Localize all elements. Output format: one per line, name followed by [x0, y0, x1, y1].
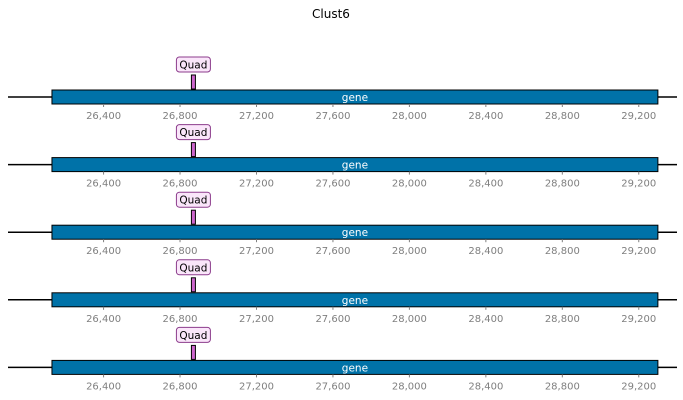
tick-label: 29,200	[621, 179, 656, 190]
tick-label: 28,800	[545, 246, 580, 257]
gene-bar	[51, 224, 659, 240]
gene-label: gene	[342, 92, 368, 104]
quad-label: Quad	[179, 195, 207, 207]
quad-feature-marker	[190, 344, 196, 360]
quad-label-box	[175, 259, 211, 276]
track-1: gene Quad 26,400 26,800 27,200 27,600 28,000 28…	[8, 56, 677, 122]
gene-label: gene	[342, 362, 368, 374]
gene-bar	[51, 157, 659, 173]
track-3: gene Quad 26,400 26,800 27,200 27,600 28,000 28…	[8, 191, 677, 257]
track-2: gene Quad 26,400 26,800 27,200 27,600 28,000 28…	[8, 124, 677, 190]
quad-label-box	[175, 326, 211, 343]
track-4: gene Quad 26,400 26,800 27,200 27,600 28,000 28…	[8, 259, 677, 325]
tick-label: 26,400	[86, 246, 121, 257]
quad-label: Quad	[179, 330, 207, 342]
quad-label: Quad	[179, 127, 207, 139]
tick-label: 27,200	[239, 381, 274, 392]
tick-label: 28,800	[545, 111, 580, 122]
tick-label: 27,200	[239, 179, 274, 190]
quad-label-box	[175, 56, 211, 73]
gene-label: gene	[342, 295, 368, 307]
tick-label: 28,800	[545, 381, 580, 392]
tick-label: 27,600	[315, 381, 350, 392]
tick-label: 28,000	[392, 246, 427, 257]
tick-label: 26,400	[86, 111, 121, 122]
quad-label: Quad	[179, 262, 207, 274]
tick-label: 27,600	[315, 246, 350, 257]
tick-label: 26,400	[86, 179, 121, 190]
gene-label: gene	[342, 227, 368, 239]
tick-label: 28,400	[468, 381, 503, 392]
tick-label: 28,000	[392, 179, 427, 190]
quad-feature-marker	[190, 74, 196, 90]
tick-label: 27,600	[315, 111, 350, 122]
tick-label: 26,400	[86, 314, 121, 325]
quad-label-box	[175, 191, 211, 208]
tracks-group: gene Quad 26,400 26,800 27,200 27,600 28,000 28…	[8, 56, 677, 392]
tick-label: 29,200	[621, 111, 656, 122]
tick-label: 29,200	[621, 381, 656, 392]
tick-label: 26,800	[163, 111, 198, 122]
tick-label: 27,600	[315, 179, 350, 190]
tick-label: 26,800	[163, 314, 198, 325]
tick-label: 28,000	[392, 381, 427, 392]
tick-label: 28,000	[392, 111, 427, 122]
tick-label: 26,800	[163, 381, 198, 392]
tick-label: 26,400	[86, 381, 121, 392]
tick-label: 28,400	[468, 246, 503, 257]
tick-label: 27,600	[315, 314, 350, 325]
tick-label: 28,400	[468, 111, 503, 122]
tick-label: 27,200	[239, 314, 274, 325]
quad-feature-marker	[190, 209, 196, 225]
track-5: gene Quad 26,400 26,800 27,200 27,600 28,000 28…	[8, 326, 677, 392]
tick-label: 28,400	[468, 314, 503, 325]
quad-label-box	[175, 124, 211, 141]
gene-bar	[51, 359, 659, 375]
chart-title: Clust6	[312, 7, 350, 21]
tick-label: 28,400	[468, 179, 503, 190]
quad-label: Quad	[179, 60, 207, 72]
quad-feature-marker	[190, 277, 196, 293]
tick-label: 29,200	[621, 314, 656, 325]
tick-label: 29,200	[621, 246, 656, 257]
tick-label: 28,800	[545, 314, 580, 325]
tick-label: 27,200	[239, 246, 274, 257]
tick-label: 28,800	[545, 179, 580, 190]
tick-label: 28,000	[392, 314, 427, 325]
gene-bar	[51, 89, 659, 105]
tick-label: 26,800	[163, 179, 198, 190]
quad-feature-marker	[190, 142, 196, 158]
gene-label: gene	[342, 160, 368, 172]
tick-label: 27,200	[239, 111, 274, 122]
gene-bar	[51, 292, 659, 308]
tick-label: 26,800	[163, 246, 198, 257]
